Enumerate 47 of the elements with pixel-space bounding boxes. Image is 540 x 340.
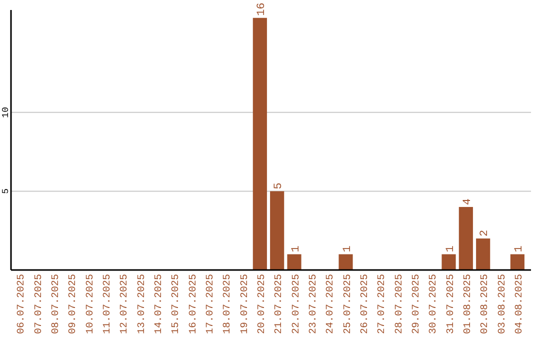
x-tick-label: 18.07.2025 (222, 274, 234, 334)
data-label: 1 (444, 245, 457, 252)
x-tick-label: 25.07.2025 (342, 274, 354, 334)
data-label: 1 (513, 245, 526, 252)
x-tick-label: 11.07.2025 (102, 274, 114, 334)
bar (252, 18, 267, 270)
x-tick-label: 23.07.2025 (308, 274, 320, 334)
x-tick-label: 28.07.2025 (394, 274, 406, 334)
data-label: 16 (256, 2, 268, 16)
data-label: 5 (273, 182, 286, 190)
x-tick-label: 26.07.2025 (360, 274, 371, 334)
x-tick-label: 08.07.2025 (50, 274, 62, 334)
x-tick-label: 14.07.2025 (154, 274, 165, 334)
x-tick-label: 04.08.2025 (514, 274, 526, 334)
x-tick-label: 20.07.2025 (256, 274, 268, 334)
x-tick-label: 15.07.2025 (171, 274, 182, 334)
bar (338, 254, 353, 270)
bar (510, 254, 524, 270)
x-tick-label: 12.07.2025 (120, 274, 131, 334)
x-tick-label: 21.07.2025 (274, 274, 286, 334)
x-tick-label: 06.07.2025 (16, 274, 28, 334)
data-label: 4 (462, 198, 474, 205)
x-tick-label: 01.08.2025 (462, 274, 474, 334)
x-tick-label: 22.07.2025 (291, 274, 302, 334)
x-tick-label: 13.07.2025 (136, 274, 148, 334)
data-label: 2 (479, 230, 492, 236)
bar (458, 206, 473, 270)
data-label: 1 (342, 245, 354, 252)
x-tick-label: 07.07.2025 (34, 274, 45, 334)
bar (270, 191, 284, 270)
x-tick-label: 31.07.2025 (446, 274, 457, 334)
x-tick-label: 02.08.2025 (480, 274, 492, 334)
bar (442, 254, 456, 270)
x-tick-label: 17.07.2025 (205, 274, 216, 334)
x-tick-label: 19.07.2025 (240, 274, 251, 334)
bar (476, 238, 490, 270)
x-tick-label: 03.08.2025 (497, 274, 508, 334)
y-tick-label: 10 (1, 107, 11, 118)
x-tick-label: 10.07.2025 (85, 274, 96, 334)
data-label: 1 (290, 245, 302, 252)
x-tick-label: 29.07.2025 (411, 274, 422, 334)
x-tick-label: 27.07.2025 (377, 274, 388, 334)
x-tick-label: 09.07.2025 (68, 274, 80, 334)
bar (287, 254, 302, 270)
x-tick-label: 30.07.2025 (428, 274, 440, 334)
x-tick-label: 16.07.2025 (188, 274, 200, 334)
x-tick-label: 24.07.2025 (326, 274, 337, 334)
